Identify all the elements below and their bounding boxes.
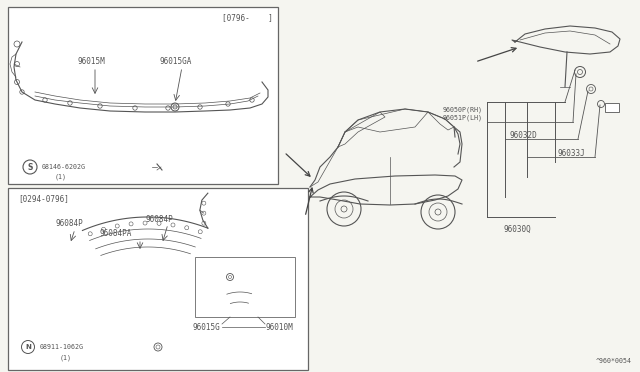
Text: 96030Q: 96030Q (503, 224, 531, 234)
FancyBboxPatch shape (195, 257, 295, 317)
Text: (1): (1) (55, 174, 67, 180)
Text: 08146-6202G: 08146-6202G (42, 164, 86, 170)
Text: 96051P(LH): 96051P(LH) (443, 115, 483, 121)
Text: N: N (25, 344, 31, 350)
Text: 08911-1062G: 08911-1062G (40, 344, 84, 350)
Text: ^960*0054: ^960*0054 (596, 358, 632, 364)
Text: 96015GA: 96015GA (160, 58, 193, 67)
Text: 96033J: 96033J (558, 150, 586, 158)
Text: (1): (1) (60, 355, 72, 361)
Text: [0294-0796]: [0294-0796] (18, 194, 69, 203)
FancyBboxPatch shape (8, 188, 308, 370)
Text: 96050P(RH): 96050P(RH) (443, 107, 483, 113)
Text: 96084PA: 96084PA (100, 230, 132, 238)
Text: 96032D: 96032D (510, 131, 538, 140)
Text: 96015M: 96015M (78, 58, 106, 67)
Text: [0796-    ]: [0796- ] (222, 13, 273, 22)
Text: 96084P: 96084P (55, 219, 83, 228)
Text: 96010M: 96010M (265, 323, 292, 331)
Text: 96084P: 96084P (145, 215, 173, 224)
FancyBboxPatch shape (605, 103, 619, 112)
FancyBboxPatch shape (8, 7, 278, 184)
Text: S: S (28, 163, 33, 171)
Text: 96015G: 96015G (192, 323, 220, 331)
